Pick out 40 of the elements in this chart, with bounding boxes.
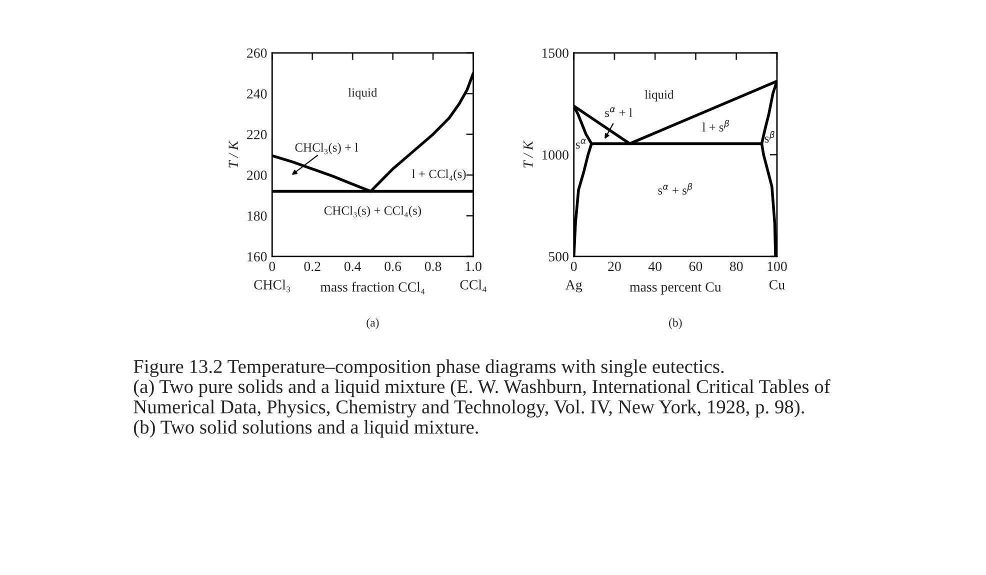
y-tick-label: 500 — [548, 252, 568, 262]
text: (b) — [669, 318, 682, 329]
x-tick-label: 80 — [730, 262, 743, 272]
x-axis-title: mass percent Cu — [630, 282, 722, 294]
annotation: CHCl₃(s) + l — [295, 142, 358, 154]
annotation: liquid — [644, 90, 674, 102]
text: (a) Two pure solids and a liquid mixture (E. W. Washburn, International Critical Tables of Numerical Data, Physics, Chemistry and Technology, Vol. IV, New York, 1928, p. 98). — [134, 379, 830, 418]
x-tick-label: 100 Cu — [768, 262, 787, 290]
y-tick-label: 200 — [247, 170, 267, 180]
annotation: s$^{α}$ — [576, 138, 586, 149]
x-tick-label: 0.6 — [384, 262, 402, 272]
text: (b) Two solid solutions and a liquid mixture. — [134, 420, 478, 438]
annotation: l + CCl₄(s) — [412, 169, 466, 181]
annotation: liquid — [348, 88, 378, 100]
x-tick-label: 1.0 CCl₄ — [460, 262, 486, 292]
y-tick-label: 180 — [248, 211, 267, 221]
y-axis-title: T / K — [524, 140, 533, 168]
x-tick-label: 60 — [689, 262, 702, 272]
x-tick-label: 20 — [608, 262, 621, 272]
x-tick-label: 40 — [648, 262, 662, 272]
annotation: s$^{β}$ — [764, 131, 774, 143]
y-tick-label: 240 — [247, 89, 267, 99]
text: (a) — [366, 318, 379, 329]
x-axis-title: mass fraction CCl₄ — [320, 282, 425, 294]
caption: Figure 13.2 Temperature–composition phase diagrams with single eutectics. — [134, 359, 724, 378]
x-tick-label: 0.8 — [424, 262, 442, 272]
annotation: l + s$^{β}$ — [702, 120, 729, 132]
y-tick-label: 1500 — [542, 48, 568, 58]
x-tick-label: 0 Ag — [566, 262, 582, 292]
x-tick-label: 0.4 — [344, 262, 362, 272]
annotation: s$^{α}$ + l — [605, 107, 632, 118]
x-tick-label: 0 CHCl₃ — [254, 262, 290, 292]
x-tick-label: 0.2 — [304, 262, 320, 272]
y-axis-title: T / K — [228, 140, 238, 168]
y-tick-label: 260 — [247, 48, 267, 58]
y-tick-label: 220 — [247, 130, 267, 140]
annotation: s$^{α}$ + s$^{β}$ — [658, 182, 692, 195]
annotation: CHCl₃(s) + CCl₄(s) — [324, 206, 422, 218]
y-tick-label: 1000 — [542, 150, 568, 160]
y-tick-label: 160 — [248, 252, 267, 262]
